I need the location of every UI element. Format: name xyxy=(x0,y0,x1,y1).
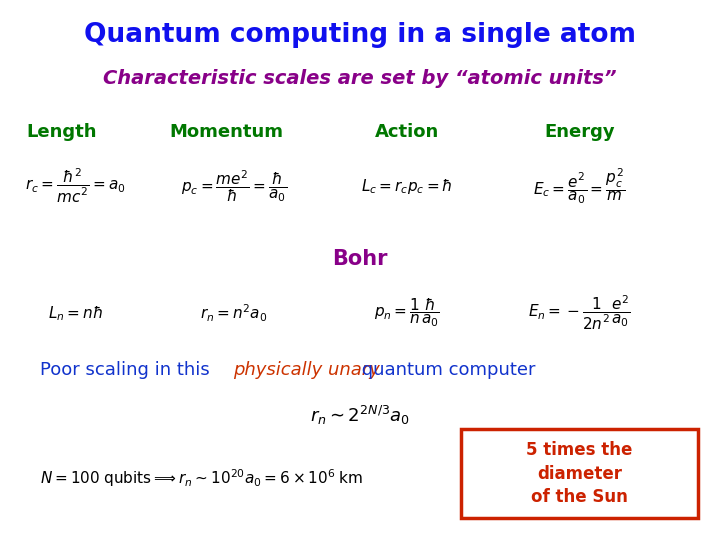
Text: Length: Length xyxy=(26,123,96,141)
Text: $r_n = n^2 a_0$: $r_n = n^2 a_0$ xyxy=(200,302,268,324)
FancyBboxPatch shape xyxy=(461,429,698,518)
Text: $r_c = \dfrac{\hbar^2}{mc^2} = a_0$: $r_c = \dfrac{\hbar^2}{mc^2} = a_0$ xyxy=(25,167,126,205)
Text: Energy: Energy xyxy=(544,123,615,141)
Text: Poor scaling in this: Poor scaling in this xyxy=(40,361,215,379)
Text: $r_n \sim 2^{2N/3} a_0$: $r_n \sim 2^{2N/3} a_0$ xyxy=(310,404,410,427)
Text: $N = 100 \; \mathrm{qubits} \Longrightarrow r_n \sim 10^{20} a_0 = 6 \times 10^6: $N = 100 \; \mathrm{qubits} \Longrightar… xyxy=(40,467,363,489)
Text: $L_c = r_c p_c = \hbar$: $L_c = r_c p_c = \hbar$ xyxy=(361,177,453,196)
Text: 5 times the
diameter
of the Sun: 5 times the diameter of the Sun xyxy=(526,441,633,507)
Text: $E_n = -\dfrac{1}{2n^2}\dfrac{e^2}{a_0}$: $E_n = -\dfrac{1}{2n^2}\dfrac{e^2}{a_0}$ xyxy=(528,294,631,332)
Text: $p_n = \dfrac{1}{n}\dfrac{\hbar}{a_0}$: $p_n = \dfrac{1}{n}\dfrac{\hbar}{a_0}$ xyxy=(374,297,440,329)
Text: Characteristic scales are set by “atomic units”: Characteristic scales are set by “atomic… xyxy=(103,69,617,88)
Text: Momentum: Momentum xyxy=(170,123,284,141)
Text: quantum computer: quantum computer xyxy=(356,361,536,379)
Text: physically unary: physically unary xyxy=(233,361,379,379)
Text: $L_n = n\hbar$: $L_n = n\hbar$ xyxy=(48,304,103,322)
Text: Action: Action xyxy=(374,123,439,141)
Text: $p_c = \dfrac{me^2}{\hbar} = \dfrac{\hbar}{a_0}$: $p_c = \dfrac{me^2}{\hbar} = \dfrac{\hba… xyxy=(181,168,287,204)
Text: $E_c = \dfrac{e^2}{a_0} = \dfrac{p_c^2}{m}$: $E_c = \dfrac{e^2}{a_0} = \dfrac{p_c^2}{… xyxy=(534,166,626,206)
Text: Quantum computing in a single atom: Quantum computing in a single atom xyxy=(84,22,636,48)
Text: Bohr: Bohr xyxy=(332,249,388,269)
